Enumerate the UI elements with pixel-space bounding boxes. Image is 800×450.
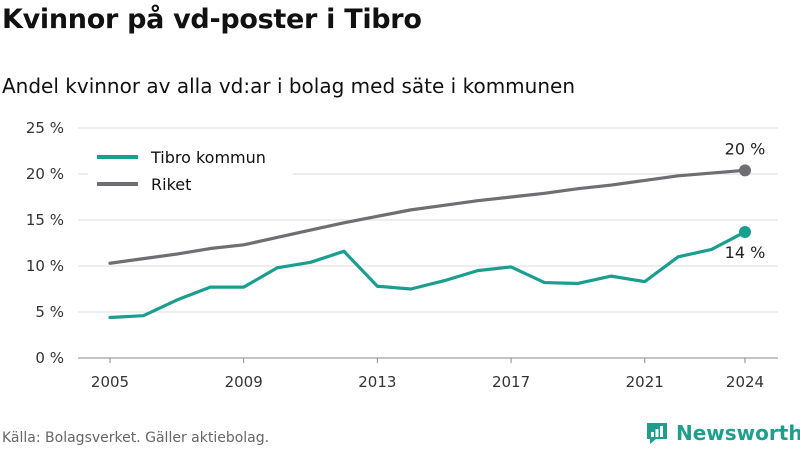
end-label-riket: 20 % [725, 139, 766, 158]
end-point-tibro-kommun [739, 225, 751, 238]
chart-subtitle: Andel kvinnor av alla vd:ar i bolag med … [2, 74, 575, 98]
series-line-tibro-kommun [108, 230, 747, 320]
end-label-tibro-kommun: 14 % [725, 243, 766, 262]
y-tick-label: 10 % [26, 257, 64, 275]
x-tick-label: 2013 [358, 373, 396, 391]
newsworthy-brand[interactable]: Newsworthy [644, 420, 800, 446]
x-tick-label: 2009 [225, 373, 263, 391]
y-tick-label: 0 % [35, 349, 64, 367]
newsworthy-logo-icon [647, 423, 667, 444]
chart-title: Kvinnor på vd-poster i Tibro [2, 4, 422, 35]
x-tick-label: 2024 [726, 373, 764, 391]
y-tick-label: 15 % [26, 211, 64, 229]
line-chart: 0 % 5 % 10 % 15 % 20 % 25 % 2005 2009 2013 2017 20… [26, 119, 778, 391]
x-tick-label: 2017 [492, 373, 530, 391]
legend-label: Tibro kommun [150, 148, 266, 167]
y-tick-label: 5 % [35, 303, 64, 321]
y-tick-label: 20 % [26, 165, 64, 183]
source-note: Källa: Bolagsverket. Gäller aktiebolag. [2, 430, 270, 446]
end-point-riket [739, 164, 751, 177]
brand-name: Newsworthy [676, 421, 800, 445]
x-tick-label: 2021 [626, 373, 664, 391]
series-line-riket [108, 168, 747, 265]
x-tick-label: 2005 [91, 373, 129, 391]
y-tick-label: 25 % [26, 119, 64, 137]
legend-label: Riket [151, 175, 191, 194]
legend-background [88, 140, 293, 200]
